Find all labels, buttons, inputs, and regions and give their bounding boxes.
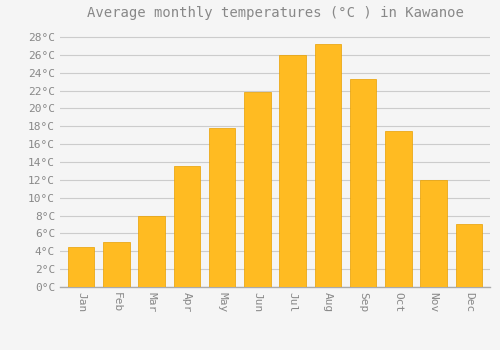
Bar [420,180,447,287]
Bar [244,92,270,287]
Title: Average monthly temperatures (°C ) in Kawanoe: Average monthly temperatures (°C ) in Ka… [86,6,464,20]
Bar [103,242,130,287]
Bar [350,79,376,287]
Bar [314,44,341,287]
Bar [68,247,94,287]
Bar [138,216,165,287]
Bar [456,224,482,287]
Bar [209,128,236,287]
Bar [280,55,306,287]
Bar [385,131,411,287]
Bar [174,167,200,287]
